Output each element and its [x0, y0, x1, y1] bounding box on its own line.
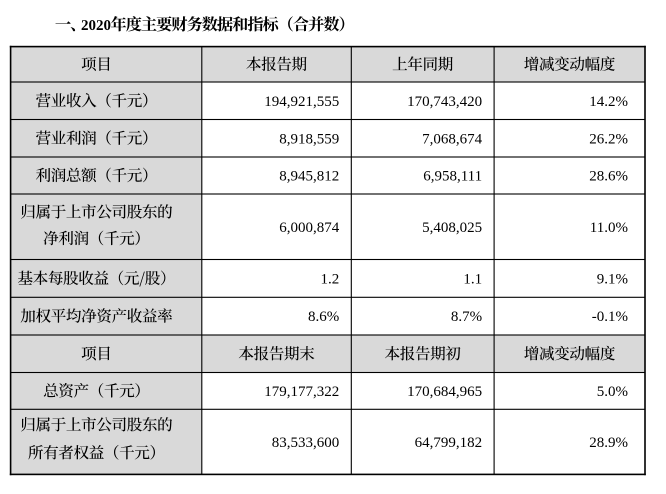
svg-text:-0.1%: -0.1%: [592, 309, 628, 325]
svg-text:7,068,674: 7,068,674: [422, 131, 483, 147]
svg-text:8,918,559: 8,918,559: [279, 131, 339, 147]
svg-text:8.7%: 8.7%: [451, 309, 482, 325]
svg-text:28.9%: 28.9%: [589, 435, 628, 451]
svg-text:1.1: 1.1: [463, 272, 482, 288]
svg-text:170,743,420: 170,743,420: [407, 94, 482, 110]
svg-text:64,799,182: 64,799,182: [415, 435, 483, 451]
svg-text:9.1%: 9.1%: [597, 272, 628, 288]
svg-text:6,958,111: 6,958,111: [423, 169, 482, 185]
svg-text:170,684,965: 170,684,965: [407, 384, 482, 400]
svg-text:5.0%: 5.0%: [597, 384, 628, 400]
svg-text:83,533,600: 83,533,600: [272, 435, 340, 451]
svg-text:8,945,812: 8,945,812: [279, 169, 339, 185]
svg-text:26.2%: 26.2%: [589, 131, 628, 147]
svg-text:179,177,322: 179,177,322: [264, 384, 339, 400]
svg-text:28.6%: 28.6%: [589, 169, 628, 185]
svg-text:14.2%: 14.2%: [589, 94, 628, 110]
svg-text:6,000,874: 6,000,874: [279, 220, 340, 236]
svg-text:194,921,555: 194,921,555: [264, 94, 339, 110]
svg-text:11.0%: 11.0%: [590, 220, 628, 236]
svg-text:5,408,025: 5,408,025: [422, 220, 482, 236]
svg-text:8.6%: 8.6%: [308, 309, 339, 325]
svg-text:1.2: 1.2: [321, 272, 340, 288]
